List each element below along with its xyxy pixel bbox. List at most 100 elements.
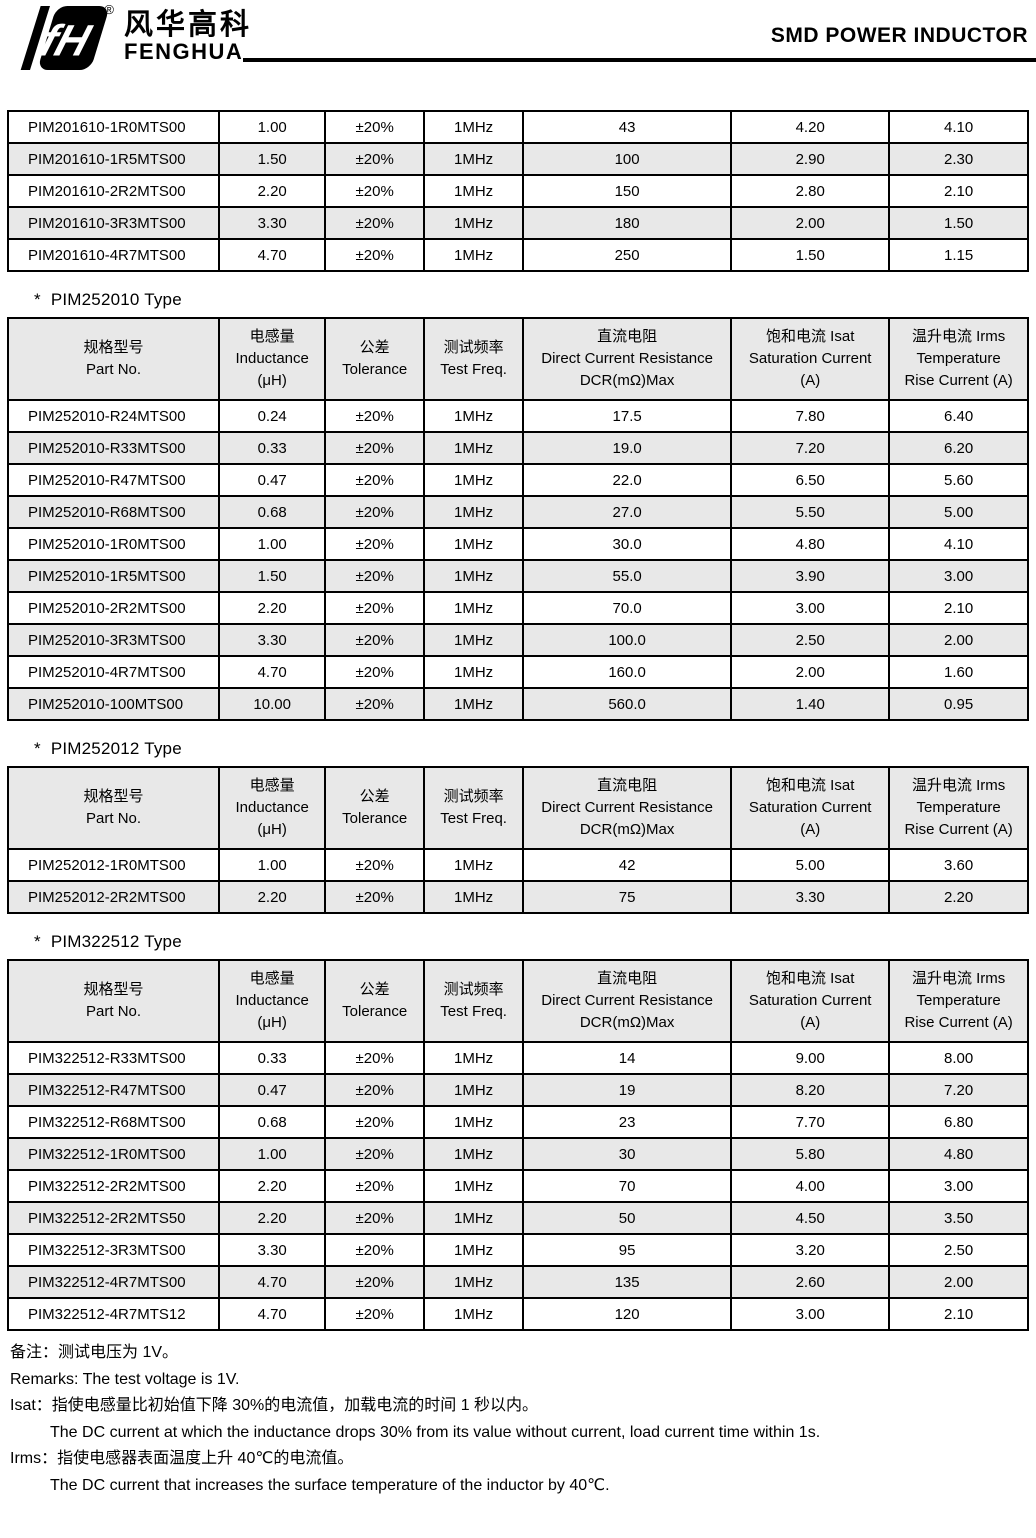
cell-tolerance: ±20% bbox=[324, 687, 426, 721]
cell-part_no: PIM252010-1R0MTS00 bbox=[6, 527, 221, 561]
header-line: Rise Current (A) bbox=[904, 821, 1013, 838]
header-line: 直流电阻 bbox=[597, 970, 658, 987]
header-line: Tolerance bbox=[342, 1003, 408, 1020]
cell-irms: 6.80 bbox=[888, 1105, 1029, 1139]
cell-inductance: 0.47 bbox=[218, 1073, 327, 1107]
cell-tolerance: ±20% bbox=[324, 399, 426, 433]
cell-test_freq: 1MHz bbox=[423, 1169, 525, 1203]
header-line: 直流电阻 bbox=[597, 328, 658, 345]
cell-dcr: 75 bbox=[522, 880, 733, 914]
cell-part_no: PIM252010-100MTS00 bbox=[6, 687, 221, 721]
cell-part_no: PIM252012-2R2MTS00 bbox=[6, 880, 221, 914]
cell-isat: 5.80 bbox=[730, 1137, 891, 1171]
cell-irms: 0.95 bbox=[888, 687, 1029, 721]
cell-tolerance: ±20% bbox=[324, 1041, 426, 1075]
table-body: PIM201610-1R0MTS00 1.00 ±20% 1MHz 43 4.20 4.10… bbox=[6, 110, 1029, 272]
section-heading: * PIM252012 Type bbox=[34, 739, 1036, 759]
cell-tolerance: ±20% bbox=[324, 1233, 426, 1267]
remark-line: 备注：测试电压为 1V。 bbox=[10, 1344, 179, 1361]
column-header-irms: 温升电流 Irms Temperature Rise Current (A) bbox=[888, 959, 1029, 1043]
table-row: PIM322512-4R7MTS12 4.70 ±20% 1MHz 120 3.00 2.1… bbox=[6, 1297, 1029, 1331]
column-header-isat: 饱和电流 Isat Saturation Current (A) bbox=[730, 766, 891, 850]
column-header-dcr: 直流电阻 Direct Current Resistance DCR(mΩ)Max bbox=[522, 317, 733, 401]
cell-isat: 2.60 bbox=[730, 1265, 891, 1299]
header-line: 公差 bbox=[359, 981, 390, 998]
column-header-dcr: 直流电阻 Direct Current Resistance DCR(mΩ)Max bbox=[522, 959, 733, 1043]
cell-irms: 6.20 bbox=[888, 431, 1029, 465]
table-row: PIM201610-2R2MTS00 2.20 ±20% 1MHz 150 2.80 2.1… bbox=[6, 174, 1029, 208]
table-head: 规格型号 Part No. 电感量 Inductance (μH) 公差 Tolerance… bbox=[6, 317, 1029, 401]
column-header-tolerance: 公差 Tolerance bbox=[324, 317, 426, 401]
cell-part_no: PIM322512-R33MTS00 bbox=[6, 1041, 221, 1075]
cell-inductance: 0.47 bbox=[218, 463, 327, 497]
cell-irms: 2.10 bbox=[888, 174, 1029, 208]
header-line: DCR(mΩ)Max bbox=[579, 821, 675, 838]
cell-inductance: 2.20 bbox=[218, 1169, 327, 1203]
header-line: 测试频率 bbox=[443, 339, 504, 356]
cell-tolerance: ±20% bbox=[324, 880, 426, 914]
cell-test_freq: 1MHz bbox=[423, 399, 525, 433]
header-line: Temperature bbox=[916, 992, 1001, 1009]
cell-irms: 3.50 bbox=[888, 1201, 1029, 1235]
cell-tolerance: ±20% bbox=[324, 1137, 426, 1171]
cell-tolerance: ±20% bbox=[324, 1297, 426, 1331]
cell-tolerance: ±20% bbox=[324, 174, 426, 208]
column-header-test_freq: 测试频率 Test Freq. bbox=[423, 317, 525, 401]
cell-dcr: 70 bbox=[522, 1169, 733, 1203]
cell-tolerance: ±20% bbox=[324, 1105, 426, 1139]
cell-dcr: 70.0 bbox=[522, 591, 733, 625]
table-row: PIM322512-2R2MTS00 2.20 ±20% 1MHz 70 4.00 3.00 bbox=[6, 1169, 1029, 1203]
table-row: PIM252010-R24MTS00 0.24 ±20% 1MHz 17.5 7.80 6.… bbox=[6, 399, 1029, 433]
cell-test_freq: 1MHz bbox=[423, 110, 525, 144]
cell-dcr: 50 bbox=[522, 1201, 733, 1235]
cell-dcr: 55.0 bbox=[522, 559, 733, 593]
cell-part_no: PIM252010-R47MTS00 bbox=[6, 463, 221, 497]
header-line: (A) bbox=[800, 1014, 821, 1031]
cell-dcr: 160.0 bbox=[522, 655, 733, 689]
header-line: 规格型号 bbox=[83, 788, 144, 805]
header-line: 测试频率 bbox=[443, 981, 504, 998]
header-line: (μH) bbox=[257, 821, 287, 838]
cell-dcr: 22.0 bbox=[522, 463, 733, 497]
cell-inductance: 0.33 bbox=[218, 431, 327, 465]
remark-line: The DC current at which the inductance d… bbox=[50, 1423, 821, 1441]
cell-dcr: 135 bbox=[522, 1265, 733, 1299]
header-line: Rise Current (A) bbox=[904, 372, 1013, 389]
header-line: 规格型号 bbox=[83, 981, 144, 998]
cell-inductance: 2.20 bbox=[218, 880, 327, 914]
cell-tolerance: ±20% bbox=[324, 1073, 426, 1107]
table-row: PIM322512-3R3MTS00 3.30 ±20% 1MHz 95 3.20 2.50 bbox=[6, 1233, 1029, 1267]
column-header-isat: 饱和电流 Isat Saturation Current (A) bbox=[730, 317, 891, 401]
cell-dcr: 250 bbox=[522, 238, 733, 272]
cell-irms: 2.30 bbox=[888, 142, 1029, 176]
cell-dcr: 100.0 bbox=[522, 623, 733, 657]
cell-test_freq: 1MHz bbox=[423, 559, 525, 593]
cell-irms: 2.10 bbox=[888, 1297, 1029, 1331]
cell-isat: 7.70 bbox=[730, 1105, 891, 1139]
header-line: 温升电流 Irms bbox=[911, 777, 1006, 794]
section-bullet: * bbox=[34, 290, 41, 309]
cell-inductance: 4.70 bbox=[218, 655, 327, 689]
column-header-inductance: 电感量 Inductance (μH) bbox=[218, 959, 327, 1043]
cell-inductance: 0.24 bbox=[218, 399, 327, 433]
cell-tolerance: ±20% bbox=[324, 206, 426, 240]
cell-part_no: PIM252010-1R5MTS00 bbox=[6, 559, 221, 593]
cell-test_freq: 1MHz bbox=[423, 623, 525, 657]
cell-test_freq: 1MHz bbox=[423, 1137, 525, 1171]
header-line: Tolerance bbox=[342, 361, 408, 378]
column-header-dcr: 直流电阻 Direct Current Resistance DCR(mΩ)Max bbox=[522, 766, 733, 850]
cell-inductance: 3.30 bbox=[218, 1233, 327, 1267]
cell-dcr: 27.0 bbox=[522, 495, 733, 529]
header-line: 饱和电流 Isat bbox=[766, 970, 855, 987]
header-line: (A) bbox=[800, 372, 821, 389]
cell-part_no: PIM322512-4R7MTS00 bbox=[6, 1265, 221, 1299]
cell-test_freq: 1MHz bbox=[423, 1105, 525, 1139]
cell-dcr: 30.0 bbox=[522, 527, 733, 561]
cell-inductance: 1.50 bbox=[218, 559, 327, 593]
cell-irms: 8.00 bbox=[888, 1041, 1029, 1075]
header-line: (μH) bbox=[257, 372, 287, 389]
cell-dcr: 23 bbox=[522, 1105, 733, 1139]
cell-dcr: 180 bbox=[522, 206, 733, 240]
column-header-tolerance: 公差 Tolerance bbox=[324, 766, 426, 850]
remarks: 备注：测试电压为 1V。 Remarks: The test voltage is… bbox=[10, 1340, 1036, 1499]
